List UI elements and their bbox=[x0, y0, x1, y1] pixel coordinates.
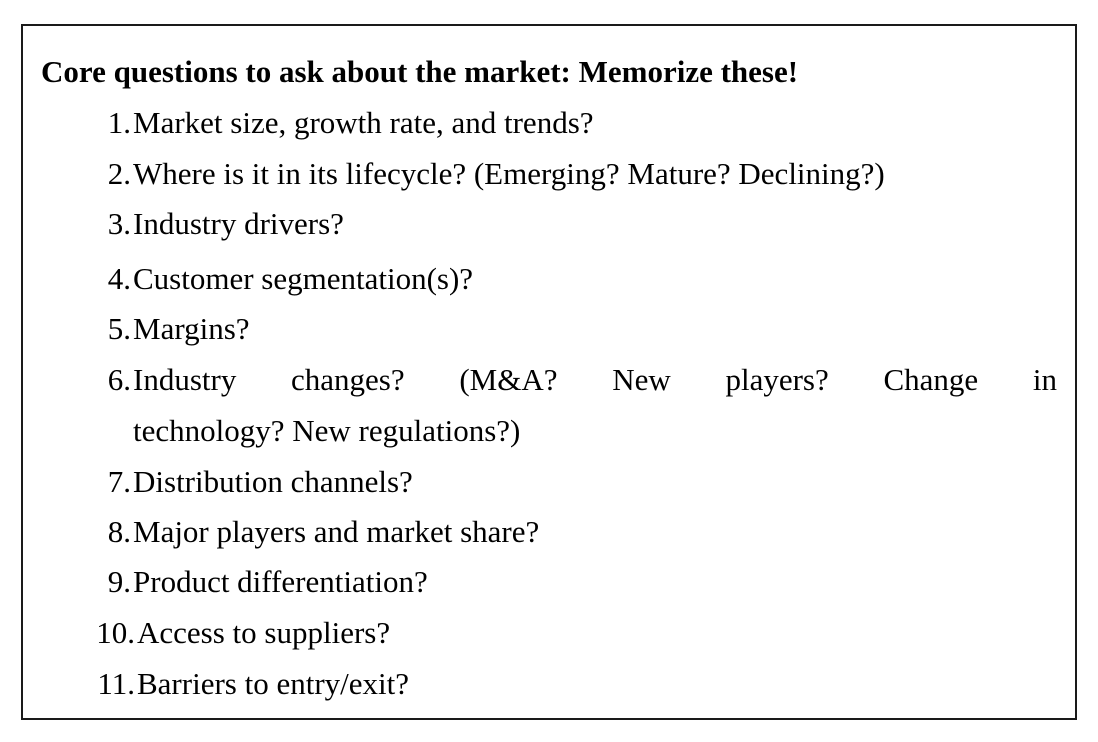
item-word: Industry bbox=[133, 362, 237, 397]
item-word: players? bbox=[725, 362, 829, 397]
item-text: Customer segmentation(s)? bbox=[133, 261, 474, 296]
item-number: 1. bbox=[107, 105, 131, 140]
item-number: 7. bbox=[107, 464, 131, 499]
list-item: 6. Industry changes? (M&A? New players? … bbox=[85, 362, 1057, 452]
item-word: in bbox=[1032, 362, 1057, 397]
item-number: 10. bbox=[96, 615, 135, 650]
item-number: 8. bbox=[107, 514, 131, 549]
item-text: Market size, growth rate, and trends? bbox=[133, 105, 594, 140]
item-number: 6. bbox=[107, 362, 131, 397]
item-text: Distribution channels? bbox=[133, 464, 413, 499]
item-number: 2. bbox=[107, 156, 131, 191]
item-number: 5. bbox=[107, 311, 131, 346]
item-word: (M&A? bbox=[459, 362, 558, 397]
question-box: Core questions to ask about the market: … bbox=[21, 24, 1077, 720]
box-heading: Core questions to ask about the market: … bbox=[41, 54, 799, 89]
item-word: changes? bbox=[291, 362, 405, 397]
item-number: 4. bbox=[107, 261, 131, 296]
item-number: 11. bbox=[97, 666, 135, 701]
item-text-continuation: technology? New regulations?) bbox=[133, 413, 521, 448]
item-text: Product differentiation? bbox=[133, 564, 428, 599]
item-word: New bbox=[612, 362, 671, 397]
question-list: 1. Market size, growth rate, and trends?… bbox=[23, 26, 1075, 718]
item-text: Industry drivers? bbox=[133, 206, 344, 241]
item-number: 9. bbox=[107, 564, 131, 599]
item-word: Change bbox=[883, 362, 979, 397]
item-number: 3. bbox=[107, 206, 131, 241]
item-text: Margins? bbox=[133, 311, 250, 346]
item-text: Where is it in its lifecycle? (Emerging?… bbox=[133, 156, 885, 191]
item-text: Barriers to entry/exit? bbox=[137, 666, 410, 701]
item-text: Major players and market share? bbox=[133, 514, 540, 549]
item-text: Access to suppliers? bbox=[137, 615, 391, 650]
item-text-justified-line: Industry changes? (M&A? New players? Cha… bbox=[133, 362, 1057, 398]
